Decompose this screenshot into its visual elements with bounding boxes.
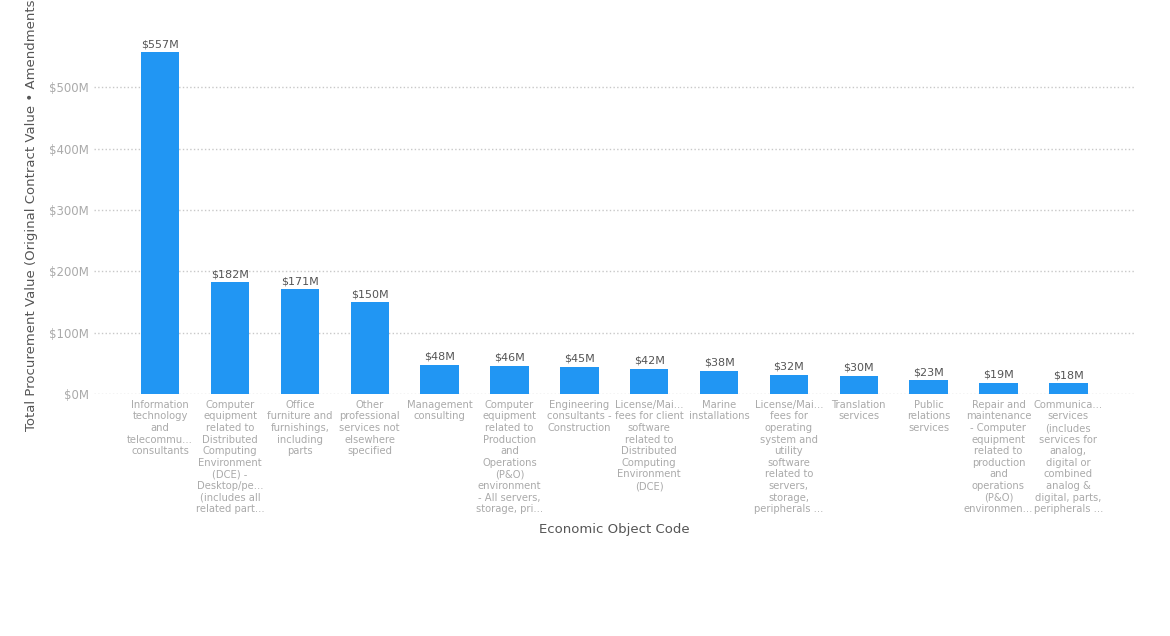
Bar <box>140 52 179 394</box>
Bar <box>560 367 599 394</box>
Bar <box>629 368 668 394</box>
Text: $182M: $182M <box>211 270 249 279</box>
Text: $171M: $171M <box>281 276 318 286</box>
Text: $46M: $46M <box>494 353 525 363</box>
Text: $23M: $23M <box>914 367 944 377</box>
Bar <box>979 383 1018 394</box>
Text: $150M: $150M <box>351 289 388 299</box>
Text: $557M: $557M <box>142 39 179 49</box>
Bar <box>420 365 459 394</box>
Bar <box>1049 384 1088 394</box>
Bar <box>770 375 808 394</box>
Bar <box>351 302 388 394</box>
Bar <box>211 282 249 394</box>
Text: $30M: $30M <box>844 363 874 373</box>
Text: $48M: $48M <box>425 352 455 362</box>
Text: $18M: $18M <box>1053 370 1083 380</box>
Bar <box>700 371 738 394</box>
Bar <box>909 380 948 394</box>
X-axis label: Economic Object Code: Economic Object Code <box>539 523 689 536</box>
Bar <box>490 366 529 394</box>
Bar <box>840 376 878 394</box>
Text: $19M: $19M <box>983 370 1014 380</box>
Text: $38M: $38M <box>703 358 735 368</box>
Text: $32M: $32M <box>773 362 804 371</box>
Y-axis label: Total Procurement Value (Original Contract Value • Amendments): Total Procurement Value (Original Contra… <box>25 0 37 431</box>
Text: $45M: $45M <box>564 354 594 364</box>
Text: $42M: $42M <box>634 356 665 366</box>
Bar <box>281 289 319 394</box>
